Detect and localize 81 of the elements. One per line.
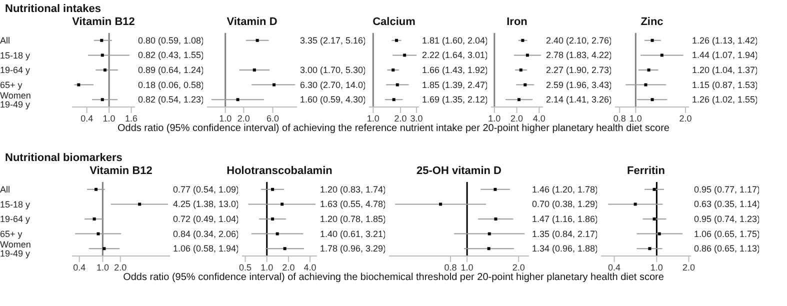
y-tick-label: 15-18 y xyxy=(0,199,31,210)
point xyxy=(660,54,664,57)
point xyxy=(395,38,398,42)
x-tick-label: 0.4 xyxy=(608,262,621,272)
point xyxy=(396,83,399,86)
x-axis-title: Odds ratio (95% confidence interval) of achieving the reference nutrient intake per 20-point higher planetary health diet score xyxy=(116,123,670,136)
point xyxy=(271,188,274,191)
point xyxy=(392,68,395,72)
x-tick-label: 1.0 xyxy=(219,113,232,124)
point xyxy=(280,202,284,206)
x-tick-label: 2.0 xyxy=(679,113,692,124)
point xyxy=(521,38,524,42)
x-tick-label: 0.8 xyxy=(613,113,626,124)
point xyxy=(644,83,648,86)
point xyxy=(517,98,520,102)
x-axis-title: Odds ratio (95% confidence interval) of achieving the biochemical threshold per 20-point higher planetary health diet score xyxy=(122,272,665,285)
x-tick-label: 1.0 xyxy=(488,113,501,124)
chart-title: Ferritin xyxy=(626,165,666,179)
chart-title: Zinc xyxy=(640,16,664,30)
x-tick-label: 4.0 xyxy=(304,262,316,272)
point xyxy=(658,232,661,236)
y-tick-label: 19-64 y xyxy=(0,214,31,224)
chart-title: Holotranscobalamin xyxy=(226,165,332,179)
point xyxy=(519,68,522,72)
x-tick-label: 3.0 xyxy=(410,113,423,124)
x-tick-label: 1.0 xyxy=(102,113,116,124)
point xyxy=(650,38,654,42)
x-tick-label: 1.0 xyxy=(460,262,474,272)
x-tick-label: 1.0 xyxy=(96,262,109,272)
y-tick-label: 15-18 y xyxy=(0,50,31,60)
chart-title: Calcium xyxy=(372,16,416,30)
chart-title: Vitamin B12 xyxy=(72,16,135,30)
point xyxy=(392,98,396,102)
x-tick-label: 2.0 xyxy=(510,113,524,124)
x-tick-label: 0.8 xyxy=(444,262,457,272)
point xyxy=(100,38,104,42)
point xyxy=(276,232,279,236)
point xyxy=(524,83,527,86)
x-tick-label: 1.0 xyxy=(260,262,274,272)
point xyxy=(652,218,656,220)
text: Nutritional intakes xyxy=(5,3,102,16)
point xyxy=(650,98,654,102)
point xyxy=(271,218,274,220)
point xyxy=(652,188,656,191)
x-tick-label: 4.0 xyxy=(532,113,546,124)
chart-title: Vitamin B12 xyxy=(88,165,154,179)
point xyxy=(648,247,652,250)
x-tick-label: 1.6 xyxy=(125,113,138,124)
x-tick-label: 0.5 xyxy=(239,262,252,272)
x-tick-label: 1.0 xyxy=(366,113,380,124)
x-tick-label: 1.0 xyxy=(629,113,642,124)
point xyxy=(100,54,104,57)
point xyxy=(526,54,529,57)
x-tick-label: 2.0 xyxy=(114,262,127,272)
y-tick-label: 65+ y xyxy=(0,80,23,90)
chart-title: Vitamin D xyxy=(226,16,278,30)
y-tick-label: All xyxy=(0,184,10,195)
x-tick-label: 0.4 xyxy=(80,113,94,124)
point xyxy=(634,202,637,206)
chart-title: Iron xyxy=(506,16,528,30)
y-tick-label: 19-64 y xyxy=(0,65,31,76)
point xyxy=(283,247,286,250)
point xyxy=(103,68,106,72)
y-tick-label: 65+ y xyxy=(0,228,23,239)
point xyxy=(403,54,406,57)
text: Nutritional biomarkers xyxy=(5,152,124,165)
x-tick-label: 0.4 xyxy=(73,262,86,272)
x-tick-label: 2.0 xyxy=(682,262,695,272)
x-tick-label: 6.0 xyxy=(266,113,280,124)
y-tick-label: All xyxy=(0,36,10,46)
point xyxy=(100,98,104,102)
chart-title: 25-OH vitamin D xyxy=(416,165,502,179)
x-tick-label: 2.0 xyxy=(282,262,295,272)
x-tick-label: 2.0 xyxy=(394,113,407,124)
x-tick-label: 1.0 xyxy=(650,262,663,272)
x-tick-label: 2.0 xyxy=(237,113,250,124)
point xyxy=(647,68,650,72)
y-tick-label: Women 19-49 y xyxy=(0,90,31,110)
x-tick-label: 2.0 xyxy=(512,262,525,272)
point xyxy=(77,83,80,86)
y-tick-label: Women 19-49 y xyxy=(0,239,31,258)
